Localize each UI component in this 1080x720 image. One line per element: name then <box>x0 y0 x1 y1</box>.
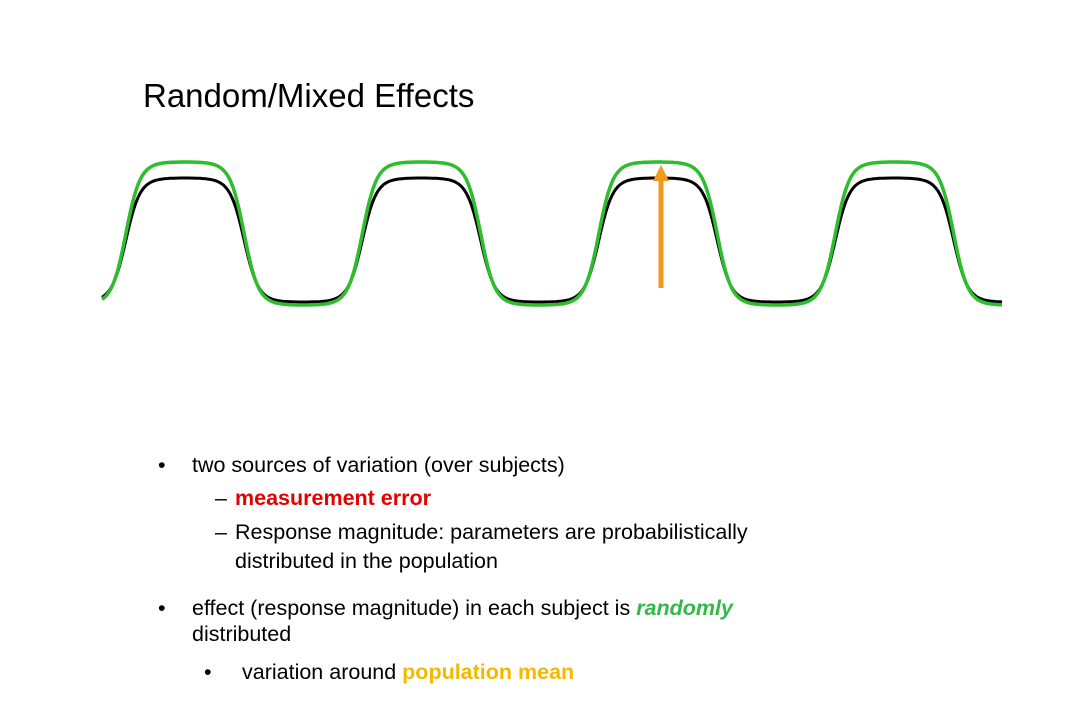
randomly-emphasis: randomly <box>636 596 733 620</box>
bullet-random-effect-line2: distributed <box>192 622 292 646</box>
bullet-marker: • <box>204 660 212 684</box>
bullet-response-magnitude-line2: distributed in the population <box>235 549 498 573</box>
bullet-variation-sources: two sources of variation (over subjects) <box>192 453 565 477</box>
dash-marker: – <box>215 520 227 544</box>
dash-marker: – <box>215 486 227 510</box>
variation-text: variation around <box>242 660 403 684</box>
random-effect-text: effect (response magnitude) in each subj… <box>192 596 637 620</box>
bullet-random-effect-line1: effect (response magnitude) in each subj… <box>192 596 733 620</box>
bullet-marker: • <box>158 596 166 620</box>
slide-title: Random/Mixed Effects <box>143 77 475 114</box>
bullet-response-magnitude-line1: Response magnitude: parameters are proba… <box>235 520 748 544</box>
bullet-population-mean: variation around population mean <box>242 660 574 684</box>
bullet-marker: • <box>158 453 166 477</box>
bullet-measurement-error: measurement error <box>235 486 431 510</box>
population-mean-emphasis: population mean <box>402 660 575 684</box>
